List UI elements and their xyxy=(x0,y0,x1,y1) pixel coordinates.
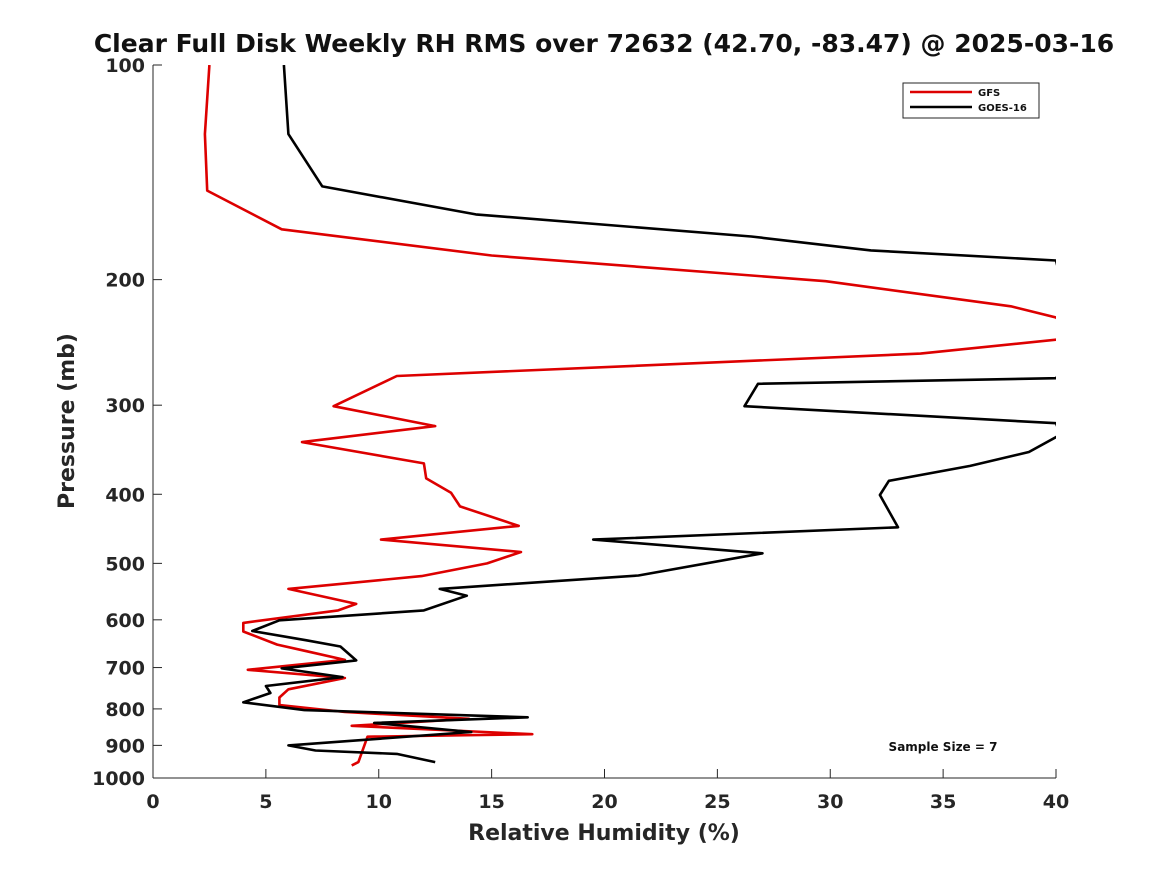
plot-area: 0 5 10 15 20 25 30 35 40 100 200 300 400 500 600 700 80… xyxy=(92,55,1069,813)
y-tick-label: 200 xyxy=(105,270,145,292)
x-tick-label: 15 xyxy=(478,791,504,813)
y-tick-label: 800 xyxy=(105,699,145,721)
series-line-2 xyxy=(242,65,1056,764)
y-tick-label: 600 xyxy=(105,610,145,632)
axes-frame xyxy=(153,65,1056,778)
y-tick-label: 1000 xyxy=(92,768,145,790)
x-tick-label: 25 xyxy=(704,791,730,813)
y-axis-label: Pressure (mb) xyxy=(55,333,80,509)
x-tick-label: 40 xyxy=(1043,791,1069,813)
legend-label-1: GFS xyxy=(978,88,1000,99)
legend: GFS GOES-16 xyxy=(902,82,1040,119)
x-tick-label: 30 xyxy=(817,791,843,813)
y-tick-label: 400 xyxy=(105,484,145,506)
x-tick-label: 0 xyxy=(146,791,159,813)
sample-size-annotation: Sample Size = 7 xyxy=(889,740,998,754)
x-axis-label: Relative Humidity (%) xyxy=(468,821,740,846)
y-tick-label: 700 xyxy=(105,658,145,680)
x-ticks: 0 5 10 15 20 25 30 35 40 xyxy=(146,769,1069,813)
series-layer xyxy=(203,65,1056,767)
y-ticks: 100 200 300 400 500 600 700 800 900 1000 xyxy=(92,55,162,790)
y-tick-label: 300 xyxy=(105,395,145,417)
y-tick-label: 100 xyxy=(105,55,145,77)
x-tick-label: 10 xyxy=(366,791,392,813)
y-tick-label: 500 xyxy=(105,553,145,575)
x-tick-label: 20 xyxy=(591,791,617,813)
x-tick-label: 35 xyxy=(930,791,956,813)
legend-label-2: GOES-16 xyxy=(978,103,1027,114)
series-line-1 xyxy=(203,65,1056,767)
legend-box xyxy=(902,82,1040,119)
x-tick-label: 5 xyxy=(259,791,272,813)
chart-title: Clear Full Disk Weekly RH RMS over 72632… xyxy=(94,29,1114,58)
y-tick-label: 900 xyxy=(105,735,145,757)
